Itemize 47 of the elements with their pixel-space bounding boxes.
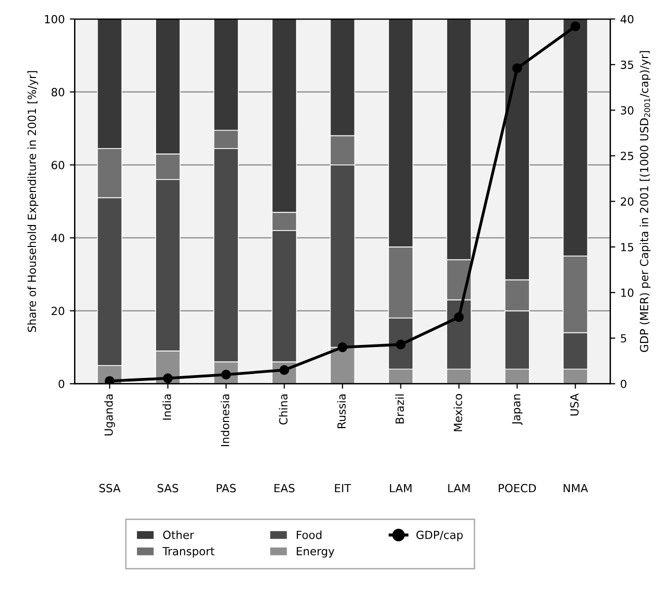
y2-tick-label: 30	[620, 106, 634, 115]
y2-tick-label: 10	[621, 288, 634, 297]
point	[454, 312, 464, 322]
y-axis-title: Share of Household Expenditure in 2001 [%/yr]	[27, 71, 38, 332]
x-tick-label: Brazil	[395, 394, 404, 424]
legend-label: Other	[163, 530, 194, 540]
x-tick-label: Uganda	[104, 394, 116, 436]
point	[104, 376, 114, 384]
text: POECD	[498, 484, 536, 492]
y-tick-label: 40	[51, 234, 64, 242]
point	[396, 340, 406, 350]
x-tick-label: India	[162, 394, 172, 420]
text: SSA	[99, 484, 120, 492]
x-tick-label: Japan	[512, 394, 523, 426]
x-tick-label: Mexico	[454, 394, 462, 432]
legend-label: GDP/cap	[416, 530, 463, 542]
y-tick-label: 60	[52, 160, 64, 170]
y-tick-label: 80	[52, 88, 64, 96]
y-tick-label: 20	[52, 306, 64, 316]
text: PAS	[216, 484, 236, 492]
y2-tick-label: 15	[621, 243, 634, 252]
text: NMA	[564, 484, 588, 492]
point	[338, 342, 348, 352]
text: LAM	[448, 484, 470, 492]
point	[570, 21, 580, 32]
point	[162, 373, 173, 384]
y2-tick-label: 40	[620, 14, 634, 24]
text: LAM	[390, 484, 412, 492]
legend-label: Food	[296, 530, 322, 540]
x-tick-label: Russia	[337, 394, 346, 428]
text: SAS	[158, 484, 178, 492]
x-tick-label: China	[278, 394, 288, 425]
y-tick-label: 0	[58, 380, 64, 388]
text: EAS	[274, 484, 295, 492]
y2-tick-label: 35	[620, 60, 634, 69]
y2-tick-label: 25	[620, 152, 634, 160]
y2-tick-label: 0	[620, 380, 626, 388]
legend-label: Energy	[296, 547, 334, 558]
y2-axis-title: GDP (MER) per Capita in 2001 [(1000 USD$_{2001}$/cap)/yr]	[640, 51, 650, 352]
text: EIT	[335, 484, 352, 492]
x-tick-label: Indonesia	[220, 394, 230, 446]
point	[512, 63, 522, 74]
x-tick-label: USA	[570, 394, 579, 416]
y2-tick-label: 5	[620, 334, 626, 343]
y2-tick-label: 20	[620, 197, 634, 206]
legend-label: Transport	[162, 547, 214, 558]
y-tick-label: 100	[44, 14, 64, 24]
